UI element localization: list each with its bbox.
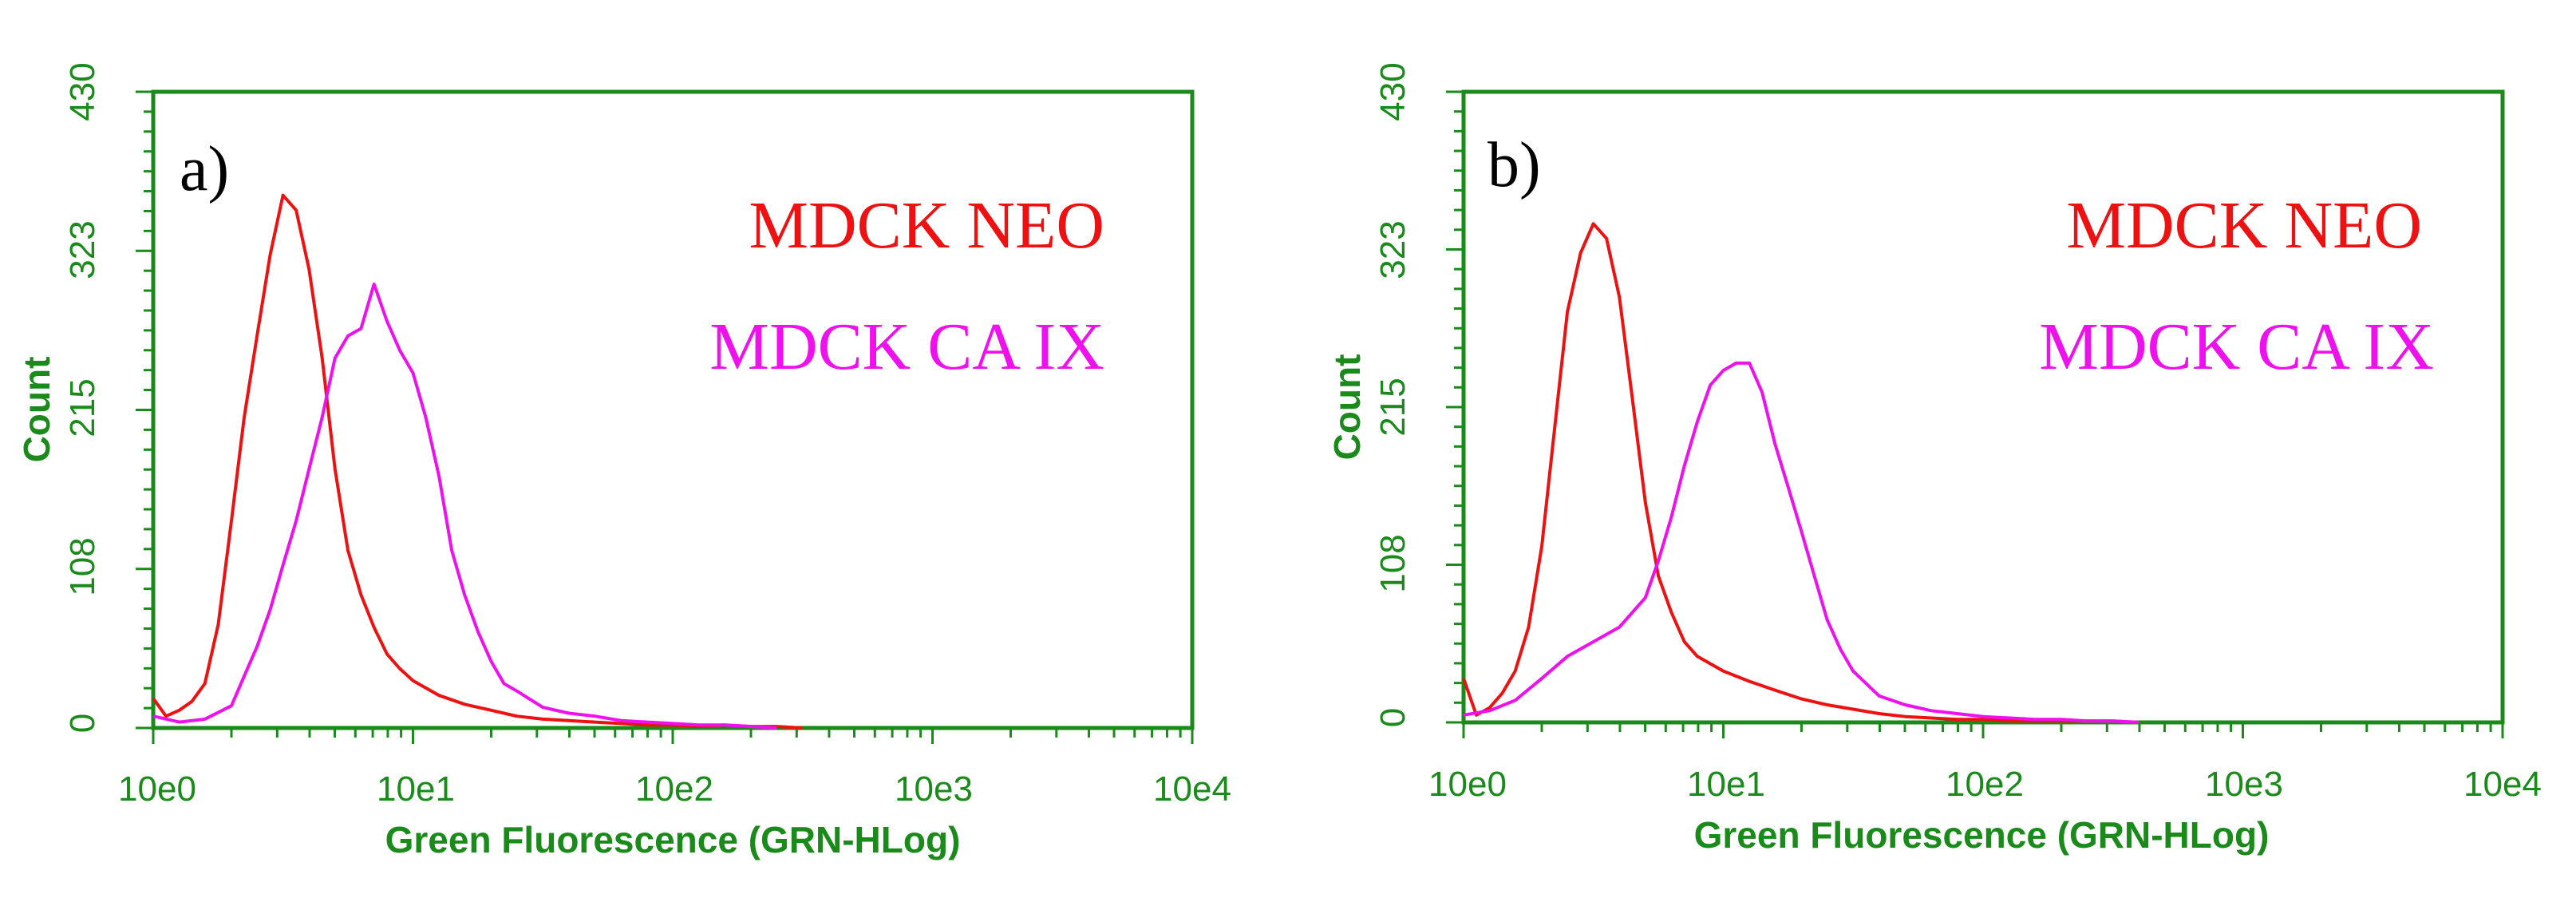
legend-caix: MDCK CA IX: [2039, 310, 2434, 384]
axis-ticks: [1446, 90, 2504, 738]
series-line-mdck-ca-ix: [152, 283, 777, 730]
legend-neo: MDCK NEO: [2066, 188, 2422, 263]
series-line-mdck-neo: [1462, 222, 2139, 724]
x-tick-label: 10e0: [118, 769, 196, 809]
panel-label: a): [180, 134, 229, 204]
y-tick-label: 323: [63, 220, 102, 279]
x-tick-label: 10e1: [1687, 765, 1765, 804]
y-axis-title: Count: [16, 357, 57, 463]
y-tick-label: 215: [1373, 378, 1412, 436]
x-tick-label: 10e3: [2205, 765, 2283, 804]
y-tick-label: 323: [1373, 220, 1412, 279]
x-tick-label: 10e3: [895, 769, 973, 809]
legend-caix: MDCK CA IX: [709, 310, 1104, 384]
y-tick-label: 215: [63, 378, 102, 437]
y-tick-label: 108: [1373, 534, 1412, 592]
series-group: [1462, 222, 2139, 724]
axis-ticks: [136, 90, 1194, 744]
panel-label: b): [1488, 130, 1541, 200]
x-axis-title: Green Fluorescence (GRN-HLog): [385, 819, 961, 860]
series-line-mdck-ca-ix: [1463, 361, 2139, 724]
x-tick-label: 10e4: [2463, 765, 2542, 804]
x-tick-label: 10e1: [377, 769, 455, 809]
y-tick-label: 430: [1373, 62, 1412, 121]
y-tick-label: 0: [1373, 708, 1412, 727]
y-tick-label: 0: [63, 714, 102, 733]
panel-a: a) MDCK NEO MDCK CA IX 10e0 10e1 10e2 10…: [16, 62, 1231, 860]
x-axis-title: Green Fluorescence (GRN-HLog): [1694, 814, 2270, 856]
y-tick-label: 108: [63, 537, 102, 595]
x-tick-label: 10e2: [635, 769, 713, 809]
x-tick-label: 10e0: [1428, 765, 1507, 804]
x-tick-label: 10e2: [1946, 765, 2024, 804]
series-group: [152, 193, 803, 730]
legend-neo: MDCK NEO: [749, 188, 1104, 263]
y-axis-title: Count: [1326, 354, 1368, 461]
panel-b: b) MDCK NEO MDCK CA IX 10e0 10e1 10e2 10…: [1326, 62, 2542, 856]
x-tick-label: 10e4: [1153, 769, 1231, 809]
series-line-mdck-neo: [152, 193, 803, 730]
y-tick-label: 430: [63, 62, 102, 121]
